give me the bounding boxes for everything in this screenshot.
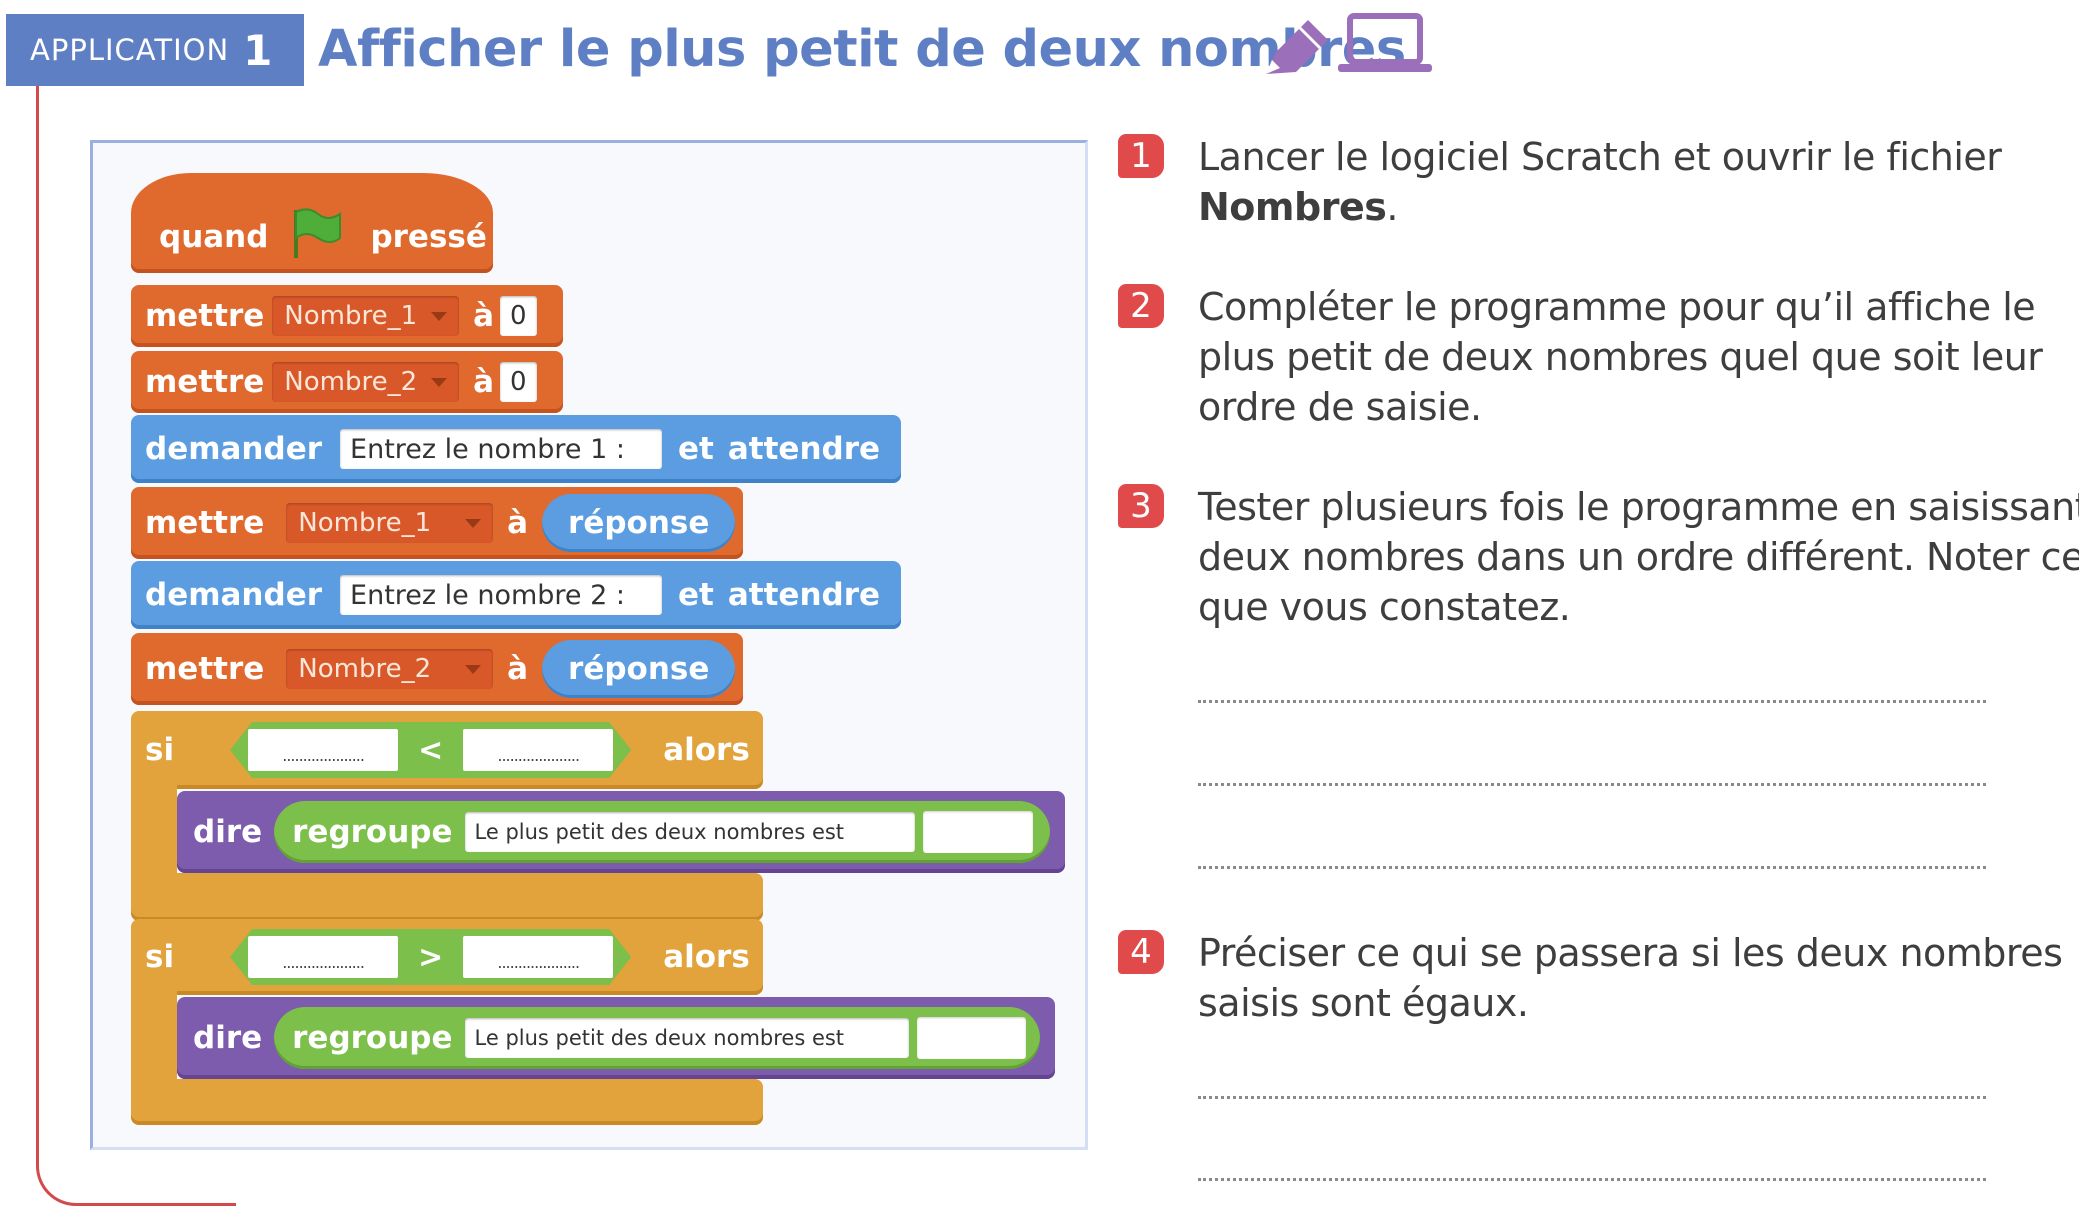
- variable-dropdown[interactable]: Nombre_1: [272, 296, 460, 336]
- operand-b-slot[interactable]: ....................: [463, 936, 613, 978]
- answer-line[interactable]: [1198, 1096, 1986, 1099]
- if-block-arm: [131, 989, 177, 1089]
- to-keyword: à: [507, 505, 529, 541]
- scratch-script-panel: quand pressé mettre Nombre_1 à 0 mettre …: [90, 140, 1088, 1150]
- question-number-badge: 4: [1118, 930, 1164, 974]
- variable-name: Nombre_2: [298, 654, 432, 684]
- question-text-part: Lancer le logiciel Scratch et ouvrir le …: [1198, 135, 2002, 179]
- ask-prompt-input[interactable]: Entrez le nombre 1 :: [340, 429, 663, 469]
- if-keyword: si: [145, 939, 175, 975]
- question-number-badge: 3: [1118, 484, 1164, 528]
- answer-line[interactable]: [1198, 783, 1986, 786]
- say-keyword: dire: [193, 814, 263, 850]
- answer-line[interactable]: [1198, 700, 1986, 703]
- greater-than-operator[interactable]: .................... > .................…: [230, 929, 631, 985]
- set-variable-block[interactable]: mettre Nombre_2 à 0: [131, 351, 563, 413]
- to-keyword: à: [473, 298, 495, 334]
- operator-symbol: >: [418, 939, 444, 975]
- variable-name: Nombre_1: [284, 301, 418, 331]
- variable-dropdown[interactable]: Nombre_2: [272, 362, 460, 402]
- green-flag-icon: [290, 206, 342, 268]
- when-flag-clicked-block[interactable]: quand pressé: [131, 173, 493, 273]
- and-keyword: et: [678, 577, 714, 613]
- join-reporter[interactable]: regroupe Le plus petit des deux nombres …: [274, 801, 1051, 863]
- question-text: Tester plusieurs fois le programme en sa…: [1198, 485, 2079, 629]
- if-then-block[interactable]: si .................... < ..............…: [131, 711, 763, 789]
- say-block[interactable]: dire regroupe Le plus petit des deux nom…: [177, 791, 1065, 873]
- variable-name: Nombre_1: [298, 508, 432, 538]
- ask-and-wait-block[interactable]: demander Entrez le nombre 1 : et attendr…: [131, 415, 901, 483]
- pencil-icon: [1266, 20, 1328, 74]
- join-second-slot[interactable]: [922, 811, 1033, 853]
- application-number: 1: [243, 25, 273, 75]
- ask-keyword: demander: [145, 577, 323, 613]
- dropdown-arrow-icon: [431, 377, 448, 387]
- set-keyword: mettre: [145, 651, 265, 687]
- page-title: Afficher le plus petit de deux nombres: [318, 20, 1406, 79]
- application-label: APPLICATION: [30, 33, 230, 67]
- value-input[interactable]: 0: [500, 362, 537, 402]
- join-second-slot[interactable]: [917, 1017, 1027, 1059]
- header-icons: [1258, 12, 1438, 86]
- ask-prompt-input[interactable]: Entrez le nombre 2 :: [340, 575, 663, 615]
- if-then-block[interactable]: si .................... > ..............…: [131, 919, 763, 995]
- set-keyword: mettre: [145, 505, 265, 541]
- join-reporter[interactable]: regroupe Le plus petit des deux nombres …: [274, 1007, 1041, 1069]
- and-keyword: et: [678, 431, 714, 467]
- answer-line[interactable]: [1198, 866, 1986, 869]
- section-frame-line: [36, 86, 236, 1206]
- dropdown-arrow-icon: [431, 311, 448, 321]
- set-variable-block[interactable]: mettre Nombre_1 à réponse: [131, 487, 743, 559]
- operand-a-slot[interactable]: ....................: [248, 936, 398, 978]
- question-text: Préciser ce qui se passera si les deux n…: [1198, 931, 2063, 1025]
- to-keyword: à: [507, 651, 529, 687]
- dropdown-arrow-icon: [465, 664, 482, 674]
- question-text: Lancer le logiciel Scratch et ouvrir le …: [1198, 132, 2079, 232]
- if-block-foot: [131, 1079, 763, 1125]
- answer-reporter[interactable]: réponse: [542, 640, 736, 698]
- ask-and-wait-block[interactable]: demander Entrez le nombre 2 : et attendr…: [131, 561, 901, 629]
- set-variable-block[interactable]: mettre Nombre_1 à 0: [131, 285, 563, 347]
- application-badge: APPLICATION 1: [6, 14, 304, 86]
- join-text-input[interactable]: Le plus petit des deux nombres est: [464, 1018, 910, 1058]
- wait-keyword: attendre: [727, 577, 881, 613]
- set-keyword: mettre: [145, 364, 265, 400]
- set-keyword: mettre: [145, 298, 265, 334]
- if-block-foot: [131, 873, 763, 921]
- hat-pressed-label: pressé: [370, 219, 487, 255]
- operator-symbol: <: [418, 732, 444, 768]
- question-text: Compléter le programme pour qu’il affich…: [1198, 285, 2043, 429]
- question-text-bold: Nombres: [1198, 185, 1387, 229]
- join-keyword: regroupe: [292, 814, 453, 850]
- dropdown-arrow-icon: [465, 518, 482, 528]
- then-keyword: alors: [663, 732, 750, 768]
- variable-dropdown[interactable]: Nombre_2: [286, 649, 494, 689]
- join-text-input[interactable]: Le plus petit des deux nombres est: [464, 812, 915, 852]
- ask-keyword: demander: [145, 431, 323, 467]
- variable-dropdown[interactable]: Nombre_1: [286, 503, 494, 543]
- question-number-badge: 1: [1118, 134, 1164, 178]
- operand-a-slot[interactable]: ....................: [248, 729, 398, 771]
- if-block-arm: [131, 783, 177, 883]
- variable-name: Nombre_2: [284, 367, 418, 397]
- answer-reporter[interactable]: réponse: [542, 494, 736, 552]
- then-keyword: alors: [663, 939, 750, 975]
- question-number-badge: 2: [1118, 284, 1164, 328]
- if-keyword: si: [145, 732, 175, 768]
- question-text-part: .: [1386, 185, 1398, 229]
- to-keyword: à: [473, 364, 495, 400]
- wait-keyword: attendre: [727, 431, 881, 467]
- answer-line[interactable]: [1198, 1178, 1986, 1181]
- operand-b-slot[interactable]: ....................: [463, 729, 613, 771]
- set-variable-block[interactable]: mettre Nombre_2 à réponse: [131, 633, 743, 705]
- less-than-operator[interactable]: .................... < .................…: [230, 722, 631, 778]
- laptop-icon: [1338, 13, 1432, 72]
- join-keyword: regroupe: [292, 1020, 453, 1056]
- value-input[interactable]: 0: [500, 296, 537, 336]
- say-keyword: dire: [193, 1020, 263, 1056]
- hat-when-label: quand: [159, 219, 269, 255]
- say-block[interactable]: dire regroupe Le plus petit des deux nom…: [177, 997, 1055, 1079]
